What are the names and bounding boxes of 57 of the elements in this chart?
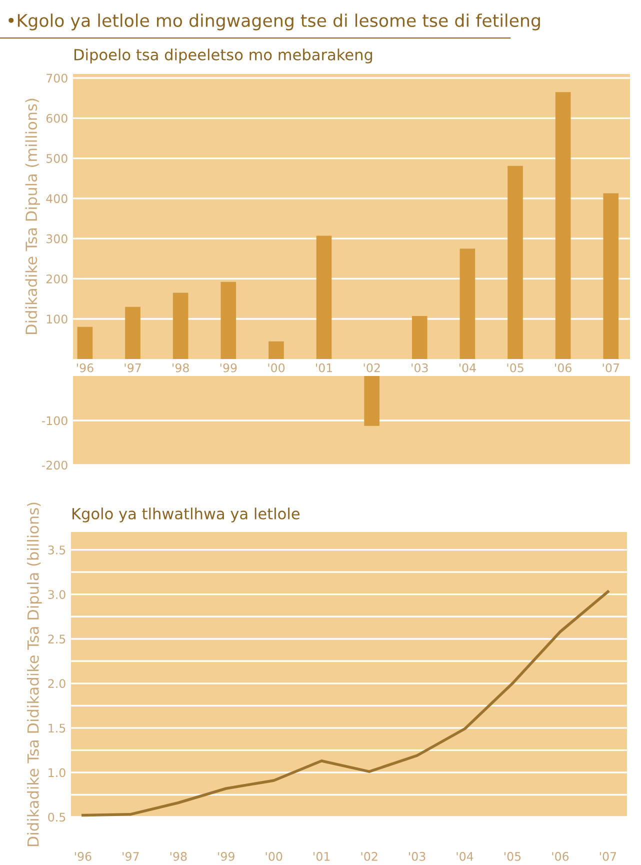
x-tick-label: '03 — [409, 852, 426, 861]
bar — [412, 316, 428, 359]
x-tick-label: '07 — [602, 363, 619, 372]
x-tick-label: '98 — [172, 363, 189, 372]
y-tick-label: 700 — [46, 74, 68, 83]
x-tick-label: '96 — [76, 363, 94, 372]
x-tick-label: '04 — [456, 852, 474, 861]
bar — [77, 326, 93, 359]
y-tick-label: 1.0 — [48, 768, 66, 778]
bar — [268, 341, 284, 359]
y-axis-title: Didikadike Tsa Didikadike Tsa Dipula (billions) — [27, 502, 42, 846]
x-tick-label: '98 — [170, 852, 187, 861]
x-tick-label: '99 — [220, 363, 237, 372]
x-tick-label: '05 — [504, 852, 521, 861]
y-axis-title: Didikadike Tsa Dipula (millions) — [25, 98, 40, 334]
y-tick-label: 2.0 — [48, 679, 66, 688]
x-tick-label: '01 — [314, 852, 330, 861]
x-tick-label: '97 — [122, 852, 139, 861]
y-tick-label: 3.5 — [48, 546, 66, 554]
y-tick-label: 100 — [46, 314, 68, 324]
bar — [172, 292, 188, 359]
y-tick-label: 1.5 — [48, 724, 66, 733]
x-tick-label: '99 — [218, 852, 234, 861]
x-tick-label: '96 — [74, 852, 92, 861]
y-tick-label: 600 — [46, 114, 68, 123]
y-tick-label: 300 — [46, 234, 68, 244]
x-tick-label: '00 — [266, 852, 282, 861]
y-tick-label: -200 — [42, 460, 68, 470]
bar — [316, 236, 332, 359]
y-tick-label: 0.5 — [48, 812, 66, 822]
y-tick-label: -100 — [42, 416, 68, 426]
chart-title: •Kgolo ya letlole mo dingwageng tse di lesome tse di fetileng — [8, 14, 540, 30]
y-tick-label: 2.5 — [48, 634, 66, 644]
line-series — [82, 590, 610, 817]
y-tick-label: 500 — [46, 154, 68, 163]
chart-subtitle: Dipoelo tsa dipeeletso mo mebarakeng — [74, 48, 372, 64]
x-tick-label: '01 — [316, 363, 332, 372]
x-tick-label: '06 — [555, 363, 572, 372]
y-tick-label: 200 — [46, 274, 68, 284]
x-tick-label: '05 — [507, 363, 524, 372]
x-tick-label: '04 — [459, 363, 476, 372]
bar — [555, 92, 571, 359]
bar — [220, 282, 236, 359]
x-tick-label: '97 — [124, 363, 141, 372]
x-tick-label: '02 — [361, 852, 378, 861]
x-tick-label: '02 — [364, 363, 380, 372]
x-tick-label: '03 — [412, 363, 428, 372]
x-tick-label: '07 — [600, 852, 616, 861]
x-tick-label: '00 — [268, 363, 285, 372]
x-tick-label: '06 — [552, 852, 569, 861]
y-tick-label: 3.0 — [48, 590, 66, 599]
chart-title: Kgolo ya tlhwatlhwa ya letlole — [72, 508, 300, 522]
bar — [125, 306, 140, 359]
bar — [603, 193, 619, 359]
bar — [508, 166, 523, 359]
bar — [460, 248, 476, 359]
y-tick-label: 400 — [46, 194, 68, 204]
